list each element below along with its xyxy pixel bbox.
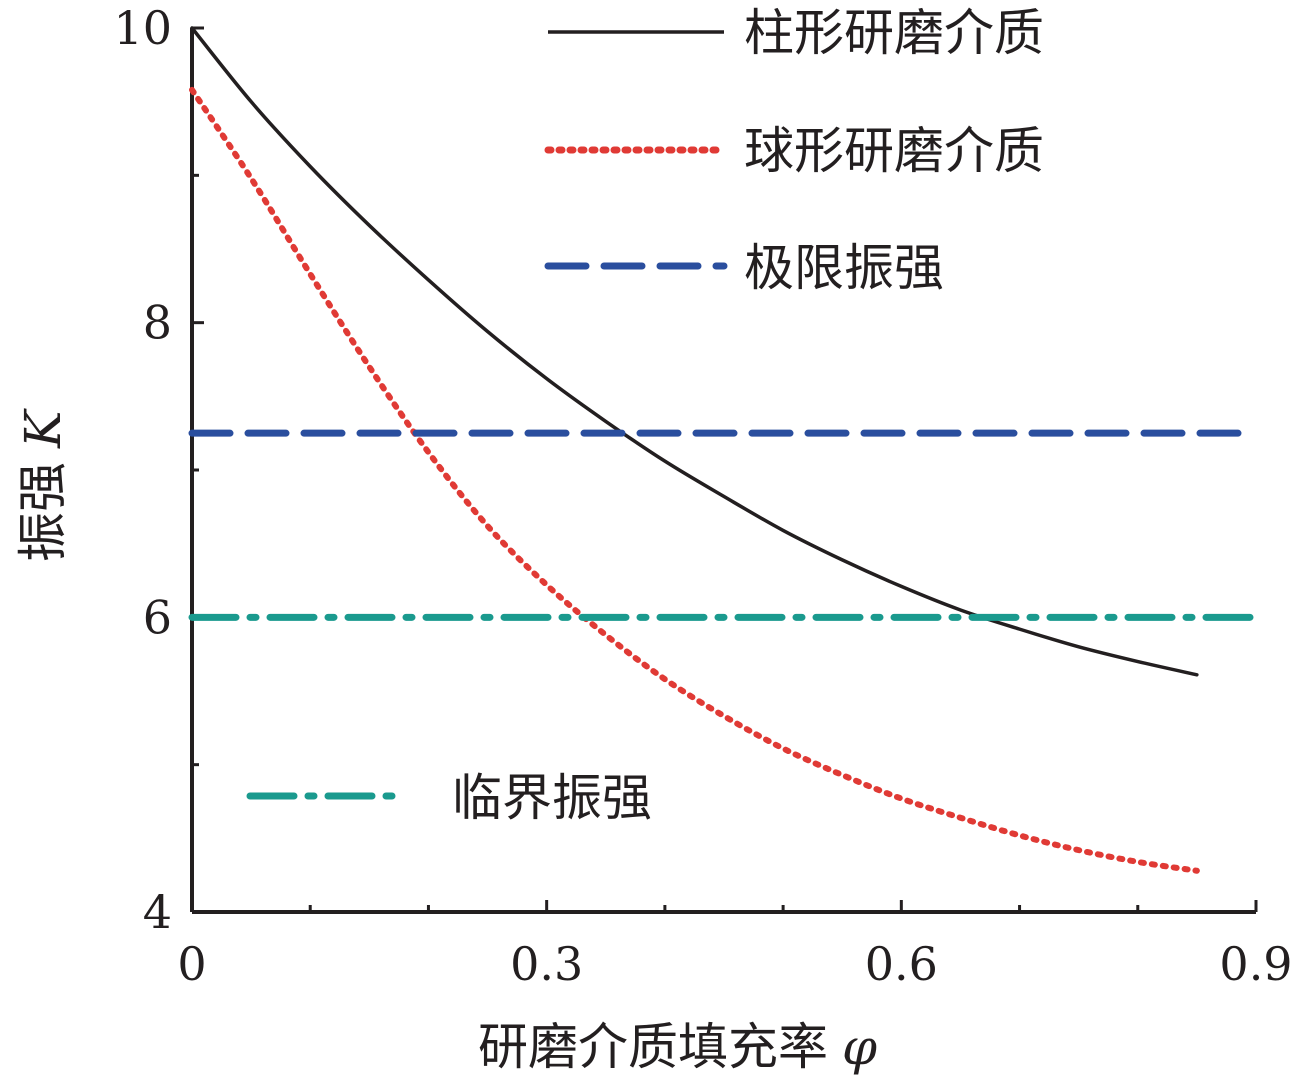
x-tick-label: 0.9 xyxy=(1219,937,1292,991)
legend-entry-spherical-media: 球形研磨介质 xyxy=(544,122,1044,180)
legend-label-limit-intensity: 极限振强 xyxy=(744,239,944,297)
y-axis-title: 振强 K xyxy=(14,408,72,562)
x-axis-title: 研磨介质填充率 φ xyxy=(478,1018,877,1076)
legend: 柱形研磨介质 球形研磨介质 极限振强 临界振强 xyxy=(246,4,1044,827)
x-tick-label: 0 xyxy=(177,937,206,991)
y-tick-label: 8 xyxy=(143,296,172,350)
legend-entry-limit-intensity: 极限振强 xyxy=(544,239,944,297)
legend-entry-cylindrical-media: 柱形研磨介质 xyxy=(548,4,1044,62)
y-axis-ticks: 4 6 8 10 xyxy=(113,1,204,939)
legend-entry-critical-intensity: 临界振强 xyxy=(246,769,652,827)
legend-label-spherical-media: 球形研磨介质 xyxy=(744,122,1044,180)
x-tick-label: 0.6 xyxy=(865,937,938,991)
y-tick-label: 6 xyxy=(143,590,172,644)
x-axis-title-text: 研磨介质填充率 xyxy=(478,1018,828,1076)
x-axis-title-symbol: φ xyxy=(842,1018,877,1076)
y-tick-label: 4 xyxy=(143,885,172,939)
y-tick-label: 10 xyxy=(113,1,172,55)
y-axis-title-symbol: K xyxy=(14,408,72,449)
legend-label-critical-intensity: 临界振强 xyxy=(452,769,652,827)
legend-label-cylindrical-media: 柱形研磨介质 xyxy=(744,4,1044,62)
x-axis-ticks: 0 0.3 0.6 0.9 xyxy=(177,900,1293,991)
x-tick-label: 0.3 xyxy=(510,937,583,991)
plot-area xyxy=(188,26,1260,874)
series-line-1 xyxy=(189,86,1200,874)
y-axis-title-text: 振强 xyxy=(14,462,72,562)
series-line-0 xyxy=(190,26,1199,677)
